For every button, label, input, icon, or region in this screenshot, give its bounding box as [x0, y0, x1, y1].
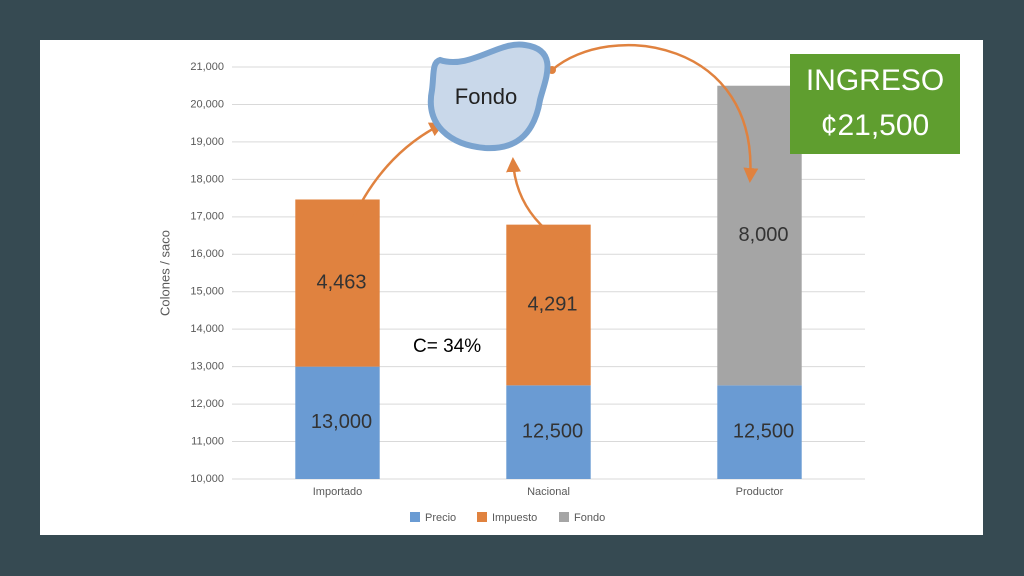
data-label: 4,463: [316, 271, 366, 293]
legend-label: Impuesto: [492, 512, 537, 524]
y-axis-label: Colones / saco: [157, 230, 172, 316]
fund-label: Fondo: [455, 84, 517, 109]
y-tick-label: 18,000: [190, 173, 224, 185]
legend-swatch: [477, 512, 487, 522]
y-tick-label: 17,000: [190, 211, 224, 223]
income-box: [790, 54, 960, 154]
data-label: 12,500: [522, 420, 583, 442]
y-tick-label: 15,000: [190, 286, 224, 298]
plot: 10,000 11,000 12,000 13,000 14,000 15,000 16,0…: [190, 61, 865, 524]
y-tick-label: 13,000: [190, 361, 224, 373]
x-tick-label: Importado: [313, 486, 363, 498]
bar-segment: [295, 366, 380, 479]
legend-swatch: [410, 512, 420, 522]
arrow: [506, 157, 589, 254]
legend-swatch: [559, 512, 569, 522]
arrow: [348, 122, 445, 226]
data-label: 4,291: [527, 293, 577, 315]
y-tick-label: 10,000: [190, 473, 224, 485]
bar-segment: [506, 224, 591, 386]
x-tick-label: Nacional: [527, 486, 570, 498]
y-tick-label: 16,000: [190, 248, 224, 260]
data-label: 8,000: [738, 224, 788, 246]
y-tick-label: 19,000: [190, 136, 224, 148]
y-tick-label: 20,000: [190, 98, 224, 110]
legend-label: Fondo: [574, 512, 605, 524]
fund-shape: [427, 41, 551, 152]
y-tick-label: 11,000: [191, 435, 224, 447]
y-tick-label: 21,000: [190, 61, 224, 73]
income-title: INGRESO: [806, 64, 944, 97]
income-value: ¢21,500: [821, 109, 929, 142]
x-tick-label: Productor: [736, 486, 784, 498]
bar-segment: [506, 385, 591, 479]
annotation: C= 34%: [413, 336, 481, 357]
bar-segment: [717, 85, 802, 386]
arrow: [551, 44, 759, 183]
y-tick-label: 14,000: [190, 323, 224, 335]
data-label: 13,000: [311, 411, 372, 433]
bar-segment: [295, 199, 380, 367]
legend-label: Precio: [425, 512, 456, 524]
bar-segment: [717, 385, 802, 479]
data-label: 12,500: [733, 420, 794, 442]
y-tick-label: 12,000: [190, 398, 224, 410]
